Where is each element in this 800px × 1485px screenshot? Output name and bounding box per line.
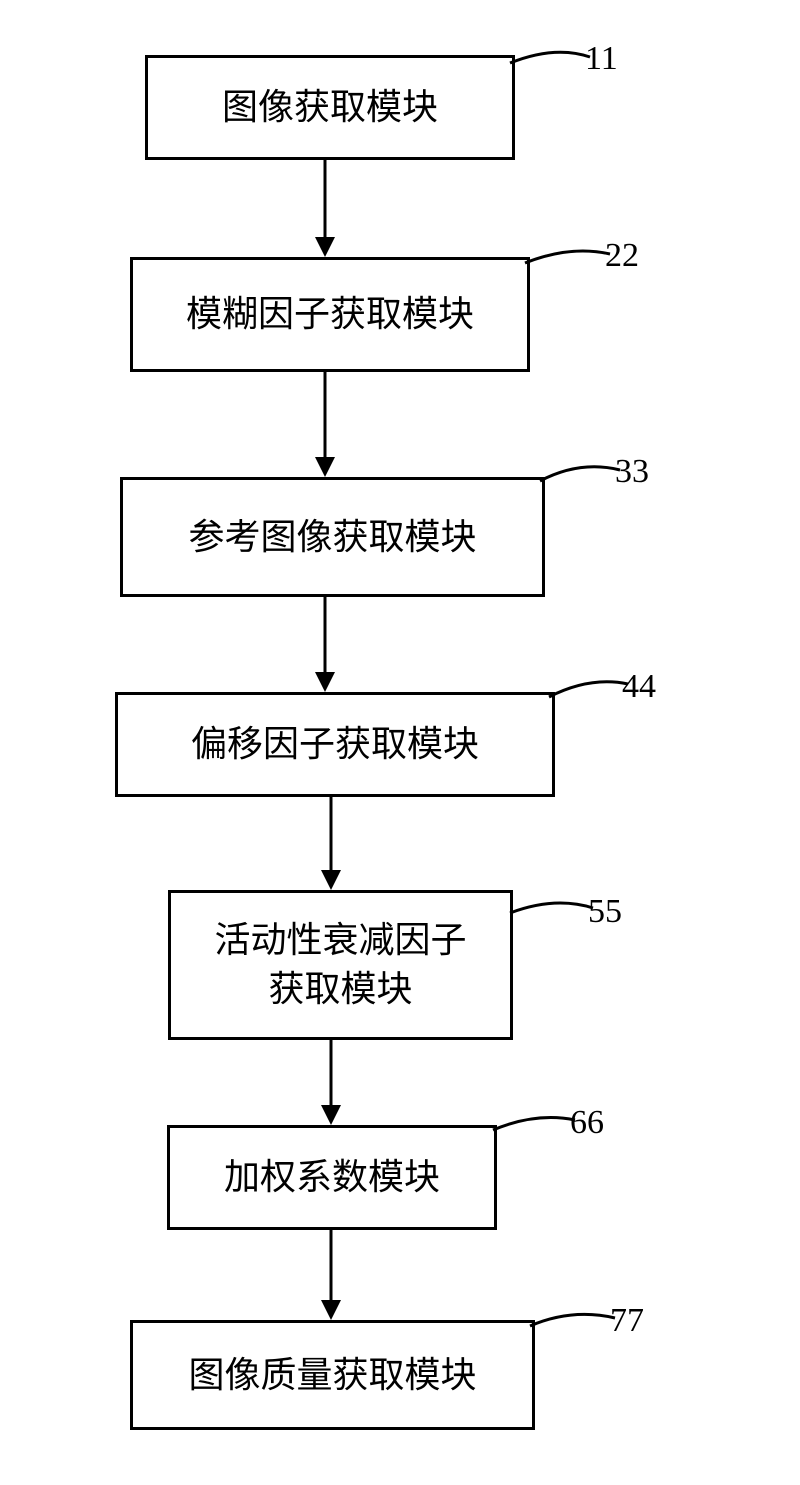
arrow-n6-n7: [311, 1230, 351, 1320]
flowchart-node-n7: 图像质量获取模块: [130, 1320, 535, 1430]
leader-line-n1: [506, 41, 594, 67]
leader-line-n6: [489, 1108, 579, 1134]
flowchart-node-n5: 活动性衰减因子 获取模块: [168, 890, 513, 1040]
flowchart-node-n3: 参考图像获取模块: [120, 477, 545, 597]
arrow-n2-n3: [305, 372, 345, 477]
leader-line-n5: [506, 892, 597, 917]
node-label: 图像获取模块: [222, 83, 438, 132]
leader-line-n4: [545, 672, 632, 701]
arrow-n4-n5: [311, 797, 351, 890]
node-label: 模糊因子获取模块: [186, 290, 474, 339]
leader-line-n2: [521, 241, 614, 267]
flowchart-node-n4: 偏移因子获取模块: [115, 692, 555, 797]
flowchart-node-n1: 图像获取模块: [145, 55, 515, 160]
arrow-n3-n4: [305, 597, 345, 692]
flowchart-container: 图像获取模块11模糊因子获取模块22参考图像获取模块33偏移因子获取模块44活动…: [0, 0, 800, 1485]
node-label: 图像质量获取模块: [188, 1351, 476, 1400]
node-label: 偏移因子获取模块: [191, 720, 479, 769]
arrow-n5-n6: [311, 1040, 351, 1125]
arrow-n1-n2: [305, 160, 345, 257]
node-label: 参考图像获取模块: [188, 513, 476, 562]
leader-line-n3: [536, 456, 624, 485]
flowchart-node-n6: 加权系数模块: [167, 1125, 497, 1230]
node-label: 活动性衰减因子 获取模块: [214, 916, 466, 1013]
leader-line-n7: [526, 1304, 619, 1330]
node-label: 加权系数模块: [224, 1153, 440, 1202]
flowchart-node-n2: 模糊因子获取模块: [130, 257, 530, 372]
